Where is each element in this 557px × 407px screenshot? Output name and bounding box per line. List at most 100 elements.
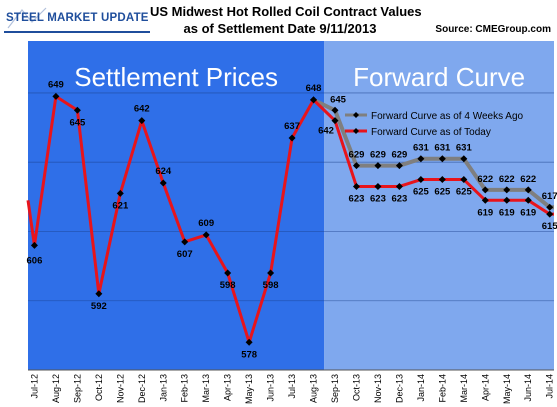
today-data-label: 619 (520, 207, 536, 218)
x-tick-label: Aug-13 (309, 374, 319, 403)
today-data-label: 642 (318, 126, 334, 137)
today-data-label: 624 (155, 166, 172, 177)
today-data-label: 623 (370, 193, 386, 204)
today-data-label: 607 (177, 249, 193, 260)
today-point-marker (481, 196, 489, 204)
today-point-marker (546, 210, 554, 218)
weeks-ago-point-marker (546, 203, 554, 211)
today-data-label: 615 (542, 221, 557, 232)
today-point-marker (52, 92, 60, 100)
weeks-ago-data-label: 645 (330, 94, 347, 105)
x-tick-label: Apr-14 (480, 374, 490, 401)
weeks-ago-point-marker (352, 162, 360, 170)
x-tick-label: Jan-13 (158, 374, 168, 402)
x-tick-label: Jul-14 (545, 374, 555, 399)
today-data-label: 642 (134, 104, 150, 115)
weeks-ago-data-label: 629 (349, 150, 365, 161)
weeks-ago-data-label: 617 (542, 191, 557, 202)
today-point-marker (116, 189, 124, 197)
today-point-marker (181, 238, 189, 246)
x-tick-label: Nov-13 (373, 374, 383, 403)
x-tick-label: Oct-13 (351, 374, 361, 401)
x-tick-label: Dec-13 (394, 374, 404, 403)
today-data-label: 578 (241, 349, 257, 360)
x-tick-label: Apr-13 (223, 374, 233, 401)
today-point-marker (331, 117, 339, 125)
chart-title-line1: US Midwest Hot Rolled Coil Contract Valu… (150, 4, 422, 19)
settlement-region-label: Settlement Prices (74, 62, 278, 92)
x-tick-label: Sep-13 (330, 374, 340, 403)
today-data-label: 592 (91, 301, 107, 312)
x-tick-label: May-13 (244, 374, 254, 404)
forward-region-bg (324, 41, 554, 370)
x-tick-label: Sep-12 (72, 374, 82, 403)
today-point-marker (202, 231, 210, 239)
today-point-marker (224, 269, 232, 277)
legend-marker-weeks-ago (353, 112, 359, 118)
today-data-label: 637 (284, 121, 300, 132)
today-point-marker (267, 269, 275, 277)
today-point-marker (524, 196, 532, 204)
today-point-marker (503, 196, 511, 204)
today-point-marker (460, 176, 468, 184)
legend-marker-today (353, 128, 359, 134)
logo-text: STEEL MARKET UPDATE (6, 12, 149, 24)
today-point-marker (30, 241, 38, 249)
today-point-marker (138, 117, 146, 125)
weeks-ago-point-marker (481, 186, 489, 194)
x-tick-label: Feb-14 (437, 374, 447, 403)
chart-title-line2: as of Settlement Date 9/11/2013 (183, 21, 377, 36)
today-point-marker (417, 176, 425, 184)
today-point-marker (288, 134, 296, 142)
forward-region-label: Forward Curve (353, 62, 525, 92)
today-point-marker (352, 182, 360, 190)
legend-label-today: Forward Curve as of Today (371, 127, 491, 138)
today-data-label: 609 (198, 218, 214, 229)
x-tick-label: Aug-12 (51, 374, 61, 403)
x-tick-label: Feb-13 (180, 374, 190, 403)
today-data-label: 623 (349, 193, 365, 204)
today-data-label: 625 (413, 187, 430, 198)
x-tick-label: Mar-13 (201, 374, 211, 403)
today-point-marker (95, 290, 103, 298)
x-tick-label: Dec-12 (137, 374, 147, 403)
today-point-marker (310, 96, 318, 104)
weeks-ago-point-marker (374, 162, 382, 170)
today-point-marker (73, 106, 81, 114)
weeks-ago-data-label: 631 (413, 143, 430, 154)
weeks-ago-data-label: 629 (391, 150, 407, 161)
x-tick-label: Mar-14 (459, 374, 469, 403)
today-data-label: 606 (27, 255, 43, 266)
today-point-marker (245, 338, 253, 346)
legend-label-weeks-ago: Forward Curve as of 4 Weeks Ago (371, 111, 524, 122)
today-data-label: 621 (112, 200, 129, 211)
x-tick-label: Jun-13 (266, 374, 276, 402)
today-data-label: 619 (499, 207, 515, 218)
weeks-ago-data-label: 622 (477, 174, 493, 185)
weeks-ago-point-marker (417, 155, 425, 163)
x-tick-label: Jun-14 (523, 374, 533, 402)
weeks-ago-point-marker (460, 155, 468, 163)
weeks-ago-data-label: 622 (520, 174, 536, 185)
today-data-label: 623 (391, 193, 407, 204)
logo: STEEL MARKET UPDATE (2, 2, 152, 36)
x-tick-label: Oct-12 (94, 374, 104, 401)
weeks-ago-point-marker (438, 155, 446, 163)
today-data-label: 648 (306, 83, 322, 94)
today-data-label: 598 (263, 280, 279, 291)
today-data-label: 645 (69, 117, 86, 128)
source-label: Source: CMEGroup.com (435, 24, 551, 35)
today-point-marker (395, 182, 403, 190)
today-point-marker (374, 182, 382, 190)
x-tick-label: May-14 (502, 374, 512, 404)
x-tick-label: Jul-12 (29, 374, 39, 399)
weeks-ago-point-marker (524, 186, 532, 194)
today-data-label: 649 (48, 79, 64, 90)
today-data-label: 625 (434, 187, 451, 198)
x-tick-label: Jan-14 (416, 374, 426, 402)
settlement-region-bg (28, 41, 325, 370)
x-tick-label: Jul-13 (287, 374, 297, 399)
weeks-ago-data-label: 622 (499, 174, 515, 185)
weeks-ago-data-label: 631 (434, 143, 451, 154)
